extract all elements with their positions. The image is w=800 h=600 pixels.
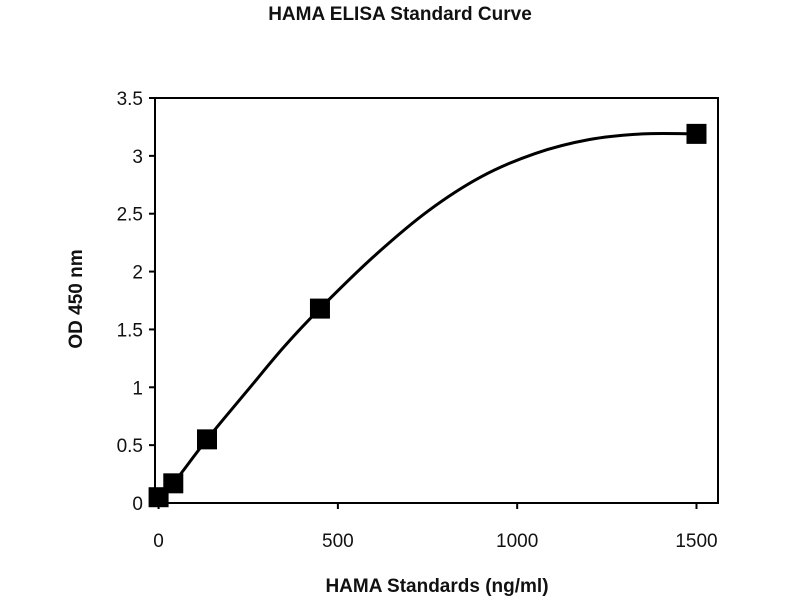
axes	[154, 97, 719, 504]
data-point	[163, 473, 184, 494]
data-point	[686, 123, 707, 144]
data-point	[196, 429, 217, 450]
y-tick-label: 3.5	[117, 89, 143, 110]
x-tick-label: 1500	[675, 531, 717, 552]
x-axis-label: HAMA Standards (ng/ml)	[325, 576, 548, 597]
y-tick-label: 1	[132, 378, 143, 399]
x-tick-label: 500	[322, 531, 354, 552]
y-tick-label: 2.5	[117, 205, 143, 226]
x-ticks: 0 500 1000 1500	[153, 503, 718, 552]
y-axis-label: OD 450 nm	[66, 249, 87, 348]
plot-frame	[154, 97, 719, 504]
y-tick-label: 0	[132, 494, 143, 515]
y-tick-label: 1.5	[117, 320, 143, 341]
fit-curve	[157, 131, 697, 499]
y-ticks: 0 0.5 1 1.5 2 2.5 3 3.5	[117, 89, 155, 515]
chart-title: HAMA ELISA Standard Curve	[268, 4, 532, 25]
x-tick-label: 1000	[496, 531, 538, 552]
y-tick-label: 3	[132, 147, 143, 168]
data-point	[309, 298, 330, 319]
y-tick-label: 2	[132, 263, 143, 284]
x-tick-label: 0	[153, 531, 164, 552]
y-tick-label: 0.5	[117, 436, 143, 457]
data-points	[148, 123, 707, 508]
